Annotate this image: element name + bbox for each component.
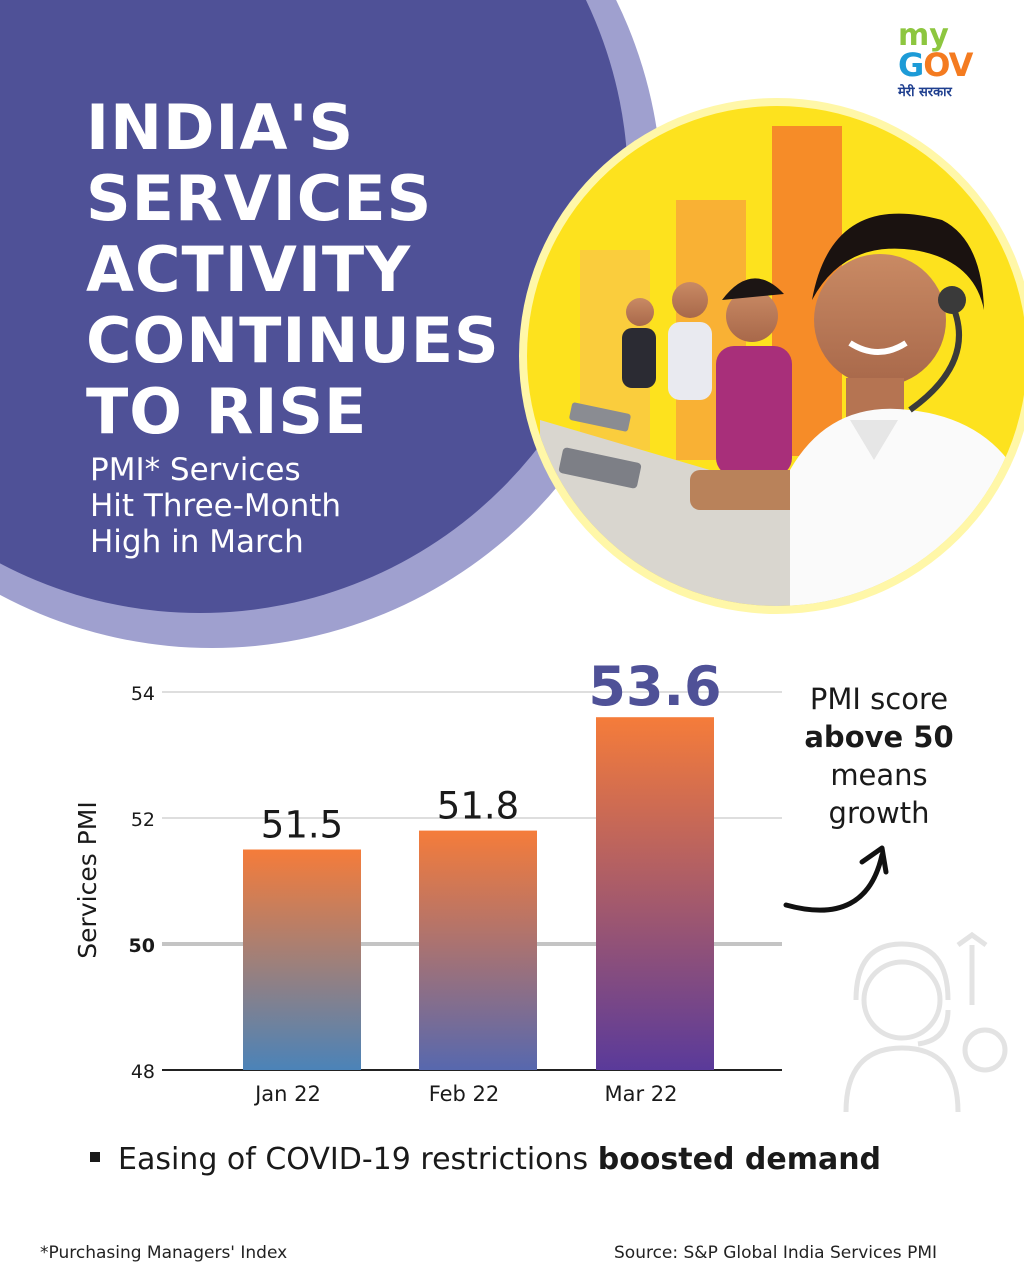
logo-my: my: [898, 18, 949, 53]
headline-line: CONTINUES: [86, 304, 500, 377]
y-tick-label: 52: [131, 809, 155, 831]
headline: INDIA'S SERVICES ACTIVITY CONTINUES TO R…: [86, 92, 500, 447]
bullet-icon: [90, 1151, 100, 1162]
logo-gov: GOV: [898, 46, 973, 84]
footnote: *Purchasing Managers' Index: [40, 1243, 288, 1263]
support-agent-icon: [843, 931, 1008, 1113]
bullet-bold-text: boosted demand: [597, 1142, 882, 1177]
bar-feb-22: [419, 830, 537, 1070]
bar-jan-22: [243, 849, 361, 1070]
x-tick-label: Feb 22: [429, 1082, 500, 1106]
arrow-head-icon: [859, 845, 889, 875]
y-tick-label: 54: [131, 683, 155, 705]
headline-line: INDIA'S: [86, 91, 355, 164]
data-label: 53.6: [588, 655, 721, 718]
curved-arrow-icon: [783, 852, 885, 913]
headline-line: SERVICES: [86, 162, 433, 235]
mygov-logo: my GOV मेरी सरकार: [898, 18, 998, 101]
subheadline: PMI* Services Hit Three-Month High in Ma…: [90, 452, 341, 560]
y-axis-label: Services PMI: [73, 801, 102, 958]
bullet-text: Easing of COVID-19 restrictions: [118, 1142, 598, 1177]
y-tick-label: 50: [129, 935, 155, 957]
note-line: means: [830, 758, 928, 792]
y-tick-label: 48: [131, 1061, 155, 1083]
source-note: Source: S&P Global India Services PMI: [614, 1243, 937, 1263]
bar-mar-22: [596, 717, 714, 1070]
header-panel: [0, 0, 628, 613]
call-center-photo: [519, 98, 1024, 614]
subheadline-line: PMI* Services: [90, 452, 301, 488]
subheadline-line: High in March: [90, 524, 304, 560]
x-tick-label: Mar 22: [604, 1082, 677, 1106]
headline-line: ACTIVITY: [86, 233, 412, 306]
growth-note: PMI score above 50 means growth: [786, 680, 972, 832]
logo-hindi-tagline: मेरी सरकार: [898, 85, 952, 100]
headline-line: TO RISE: [86, 375, 368, 448]
data-label: 51.8: [437, 785, 519, 828]
note-line: growth: [828, 796, 930, 830]
note-line-bold: above 50: [804, 720, 954, 754]
x-tick-label: Jan 22: [253, 1082, 321, 1106]
data-label: 51.5: [261, 804, 343, 847]
bullet-point: Easing of COVID-19 restrictions boosted …: [90, 1142, 881, 1177]
note-line: PMI score: [809, 682, 949, 716]
subheadline-line: Hit Three-Month: [90, 488, 342, 524]
